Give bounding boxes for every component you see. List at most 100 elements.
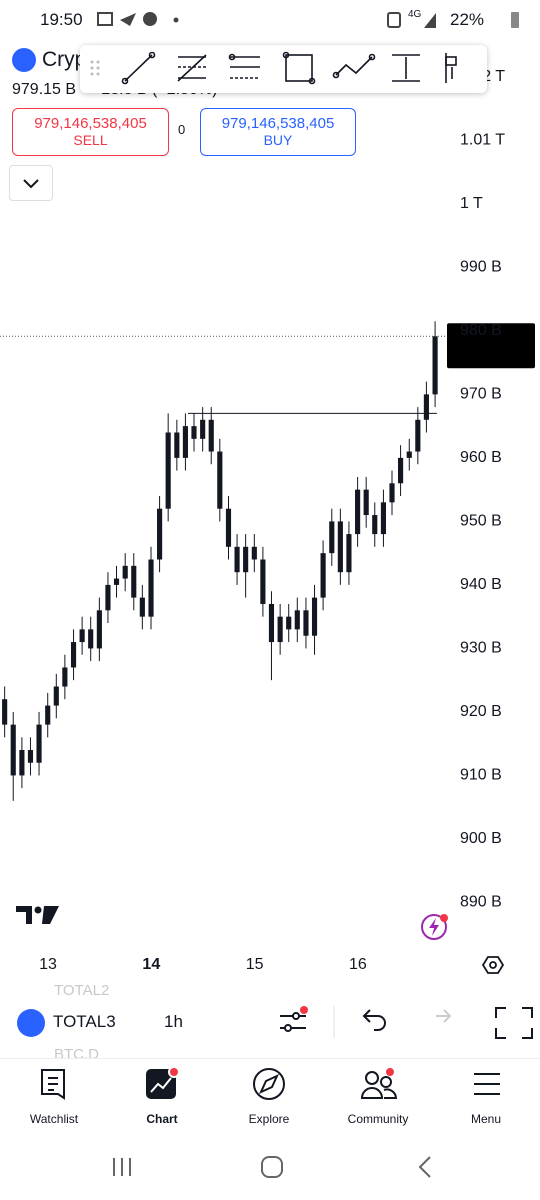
- nav-icons: [41, 1066, 500, 1100]
- y-tick-label: 890 B: [460, 894, 502, 911]
- anchor-tool[interactable]: [445, 53, 457, 83]
- status-icons: [97, 12, 179, 26]
- fib-tool[interactable]: [177, 54, 207, 82]
- next-symbol[interactable]: BTC.D: [54, 1046, 99, 1063]
- candle-body: [320, 553, 326, 598]
- candle-body: [200, 419, 206, 439]
- candle-body: [311, 597, 318, 636]
- x-tick-label: 16: [349, 956, 367, 973]
- header-price: 979.15 B: [12, 81, 77, 98]
- status-time: 19:50: [40, 10, 83, 29]
- candle-body: [432, 336, 438, 395]
- candle-body: [277, 616, 283, 643]
- candle-body: [406, 451, 412, 458]
- candle-body: [157, 508, 163, 560]
- candle-body: [191, 426, 197, 439]
- candle-body: [355, 489, 361, 535]
- nav-label[interactable]: Menu: [470, 1112, 502, 1126]
- spread: 0: [178, 122, 186, 137]
- candle-body: [225, 508, 232, 547]
- nav-label[interactable]: Watchlist: [29, 1112, 79, 1126]
- symbol-bar-tools: [280, 1006, 533, 1039]
- redo-button[interactable]: [436, 1009, 452, 1023]
- candle-body: [131, 565, 137, 598]
- y-tick-label: 900 B: [460, 830, 502, 847]
- candle-body: [329, 521, 335, 554]
- undo-button[interactable]: [362, 1009, 386, 1031]
- candle-body: [45, 705, 51, 725]
- x-tick-label: 14: [142, 956, 160, 973]
- candle-body: [2, 699, 8, 725]
- status-network: 4G: [408, 9, 422, 20]
- y-tick-label: 1.01 T: [460, 132, 505, 149]
- nav-label[interactable]: Chart: [146, 1112, 178, 1126]
- trend-line-tool[interactable]: [121, 51, 156, 85]
- x-tick-label: 13: [39, 956, 57, 973]
- candle-body: [268, 603, 275, 643]
- y-tick-label: 950 B: [460, 513, 502, 530]
- recents-button[interactable]: [113, 1158, 131, 1176]
- nav-label[interactable]: Explore: [248, 1112, 290, 1126]
- collapse-button[interactable]: [9, 165, 53, 201]
- candle-body: [286, 616, 292, 630]
- interval[interactable]: 1h: [164, 1012, 183, 1031]
- y-tick-label: 930 B: [460, 640, 502, 657]
- fib-ext-tool[interactable]: [228, 53, 261, 79]
- lightning-icon[interactable]: [421, 914, 448, 940]
- candle-body: [380, 502, 387, 535]
- battery-icons: [387, 12, 519, 28]
- rectangle-tool[interactable]: [282, 51, 316, 85]
- buy-button[interactable]: 979,146,538,405 BUY: [200, 108, 356, 156]
- candle-body: [53, 686, 59, 706]
- symbol-icon: [12, 48, 36, 72]
- toolbar-icons: [90, 51, 457, 85]
- fullscreen-button[interactable]: [495, 1007, 533, 1039]
- candle-body: [423, 394, 429, 420]
- y-tick-label: 920 B: [460, 703, 502, 720]
- candle-body: [234, 546, 240, 573]
- y-tick-label: 940 B: [460, 576, 502, 593]
- candle-body: [251, 546, 257, 560]
- candle-body: [79, 629, 85, 643]
- candle-body: [208, 419, 214, 452]
- nav-label[interactable]: Community: [347, 1112, 409, 1126]
- candle-body: [165, 432, 171, 509]
- back-button[interactable]: [418, 1156, 431, 1178]
- sell-button[interactable]: 979,146,538,405 SELL: [12, 108, 169, 156]
- candle-body: [113, 578, 120, 585]
- candle-body: [27, 750, 34, 763]
- candle-body: [19, 750, 25, 776]
- settings-icon[interactable]: [481, 956, 505, 974]
- measure-tool[interactable]: [392, 54, 420, 82]
- symbol-bar-icon: [17, 1009, 45, 1037]
- candle-body: [148, 559, 154, 617]
- candle-body: [337, 521, 343, 573]
- candle-body: [122, 565, 128, 579]
- candle-body: [182, 426, 188, 458]
- candle-body: [303, 610, 309, 636]
- candle-body: [217, 451, 223, 509]
- candle-body: [96, 610, 102, 649]
- candle-body: [372, 515, 378, 535]
- path-tool[interactable]: [332, 53, 376, 79]
- x-tick-label: 15: [246, 956, 264, 973]
- candle-body: [346, 534, 352, 573]
- y-tick-label: 980 B: [460, 322, 502, 339]
- symbol-bar: [0, 998, 540, 1046]
- home-button[interactable]: [261, 1156, 283, 1178]
- indicators-button[interactable]: [280, 1006, 308, 1032]
- system-nav: [113, 1156, 431, 1178]
- candle-body: [398, 457, 404, 484]
- candle-body: [260, 559, 266, 604]
- symbol-bar-symbol[interactable]: TOTAL3: [53, 1012, 116, 1031]
- candle-body: [243, 546, 249, 573]
- y-tick-label: 990 B: [460, 259, 502, 276]
- candle-body: [363, 489, 369, 516]
- buy-price: 979,146,538,405: [221, 115, 335, 132]
- prev-symbol[interactable]: TOTAL2: [54, 982, 110, 999]
- buy-label: BUY: [263, 132, 293, 148]
- symbol-name[interactable]: Cryp: [42, 48, 87, 71]
- drawing-toolbar: [80, 45, 487, 93]
- tv-logo: [16, 906, 59, 924]
- candle-body: [415, 419, 421, 452]
